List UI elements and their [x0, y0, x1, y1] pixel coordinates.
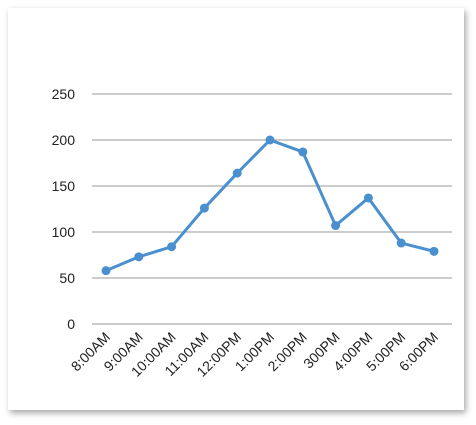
y-tick-label: 100: [52, 224, 76, 240]
data-point: [167, 242, 177, 252]
series-line: [105, 138, 435, 273]
y-tick-label: 200: [52, 132, 76, 148]
data-point: [101, 266, 111, 276]
data-point: [134, 252, 144, 262]
data-point: [396, 238, 406, 248]
chart-frame: [8, 8, 464, 410]
y-tick-label: 0: [67, 316, 75, 332]
y-tick-label: 50: [59, 270, 75, 286]
y-tick-label: 250: [52, 86, 76, 102]
data-point: [298, 147, 308, 157]
data-point: [429, 246, 439, 256]
data-point: [363, 193, 373, 203]
data-point: [265, 135, 275, 145]
data-point: [232, 168, 242, 178]
data-point: [331, 221, 341, 231]
y-tick-label: 150: [52, 178, 76, 194]
data-point: [199, 203, 209, 213]
